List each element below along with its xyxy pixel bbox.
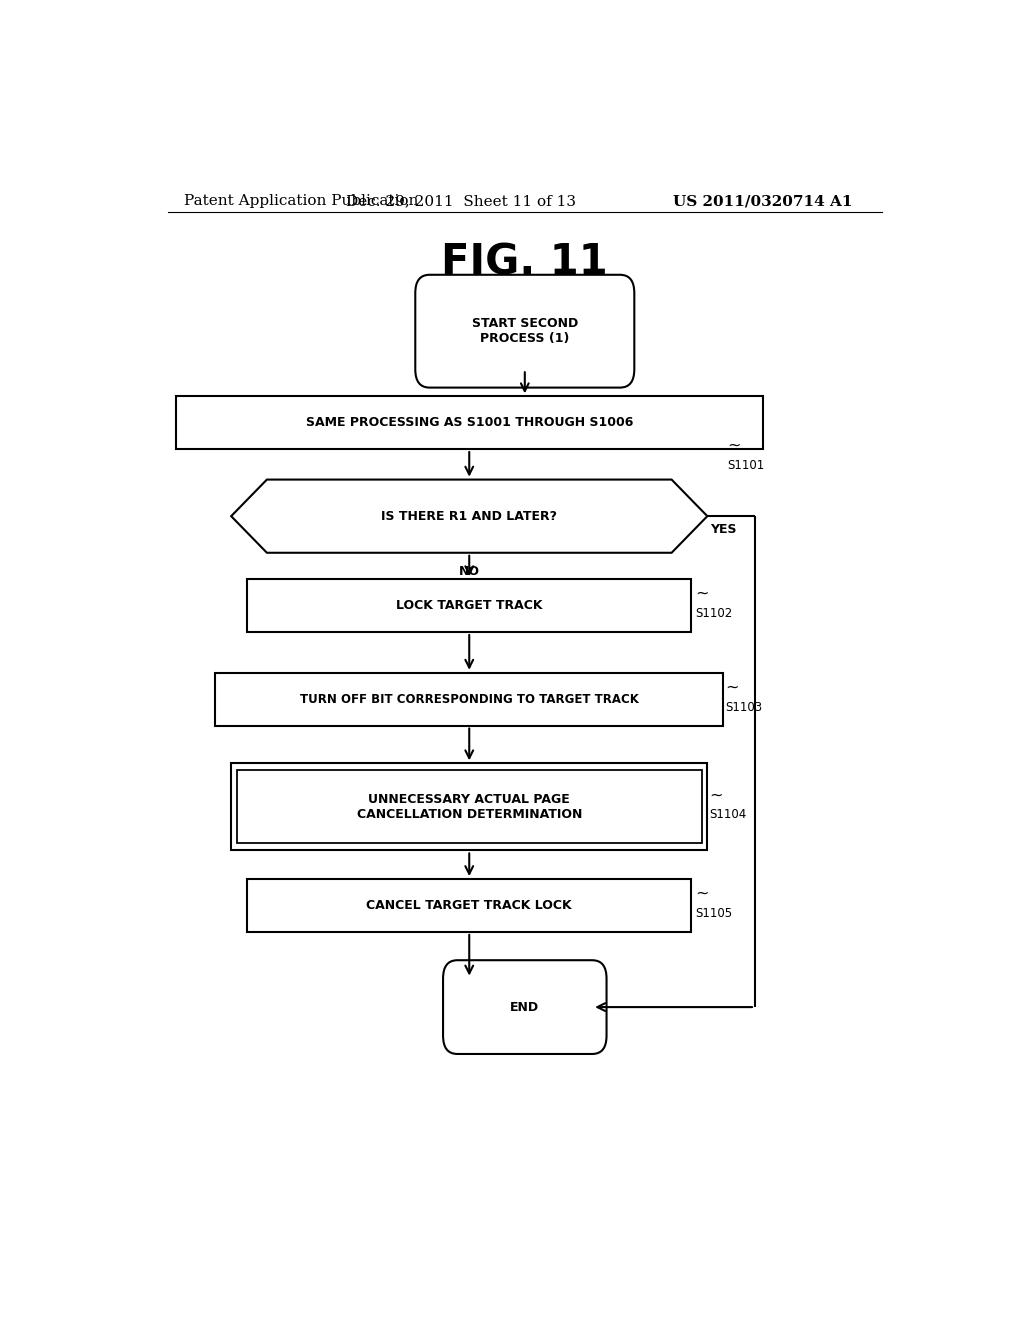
Text: LOCK TARGET TRACK: LOCK TARGET TRACK — [396, 599, 543, 612]
FancyBboxPatch shape — [443, 960, 606, 1053]
FancyBboxPatch shape — [416, 275, 634, 388]
Text: NO: NO — [459, 565, 480, 578]
Text: Patent Application Publication: Patent Application Publication — [183, 194, 418, 209]
Text: END: END — [510, 1001, 540, 1014]
Text: CANCEL TARGET TRACK LOCK: CANCEL TARGET TRACK LOCK — [367, 899, 572, 912]
Text: S1105: S1105 — [695, 907, 732, 920]
Text: S1104: S1104 — [710, 808, 746, 821]
Text: TURN OFF BIT CORRESPONDING TO TARGET TRACK: TURN OFF BIT CORRESPONDING TO TARGET TRA… — [300, 693, 639, 706]
Text: START SECOND
PROCESS (1): START SECOND PROCESS (1) — [472, 317, 578, 346]
Text: ~: ~ — [695, 586, 709, 601]
Text: ~: ~ — [695, 886, 709, 900]
Text: S1101: S1101 — [727, 459, 765, 471]
Text: S1103: S1103 — [726, 701, 763, 714]
Bar — [176, 396, 763, 449]
Text: S1102: S1102 — [695, 607, 733, 620]
Text: YES: YES — [711, 523, 737, 536]
Bar — [237, 771, 701, 843]
Text: ~: ~ — [727, 437, 740, 453]
Text: IS THERE R1 AND LATER?: IS THERE R1 AND LATER? — [381, 510, 557, 523]
Bar — [247, 579, 691, 632]
Bar — [247, 879, 691, 932]
Text: ~: ~ — [726, 680, 739, 694]
Text: US 2011/0320714 A1: US 2011/0320714 A1 — [673, 194, 853, 209]
Polygon shape — [231, 479, 708, 553]
Text: Dec. 29, 2011  Sheet 11 of 13: Dec. 29, 2011 Sheet 11 of 13 — [346, 194, 577, 209]
Text: ~: ~ — [710, 787, 723, 803]
Bar — [231, 763, 708, 850]
Text: SAME PROCESSING AS S1001 THROUGH S1006: SAME PROCESSING AS S1001 THROUGH S1006 — [305, 416, 633, 429]
Bar — [215, 673, 723, 726]
Text: UNNECESSARY ACTUAL PAGE
CANCELLATION DETERMINATION: UNNECESSARY ACTUAL PAGE CANCELLATION DET… — [356, 793, 582, 821]
Text: FIG. 11: FIG. 11 — [441, 242, 608, 282]
